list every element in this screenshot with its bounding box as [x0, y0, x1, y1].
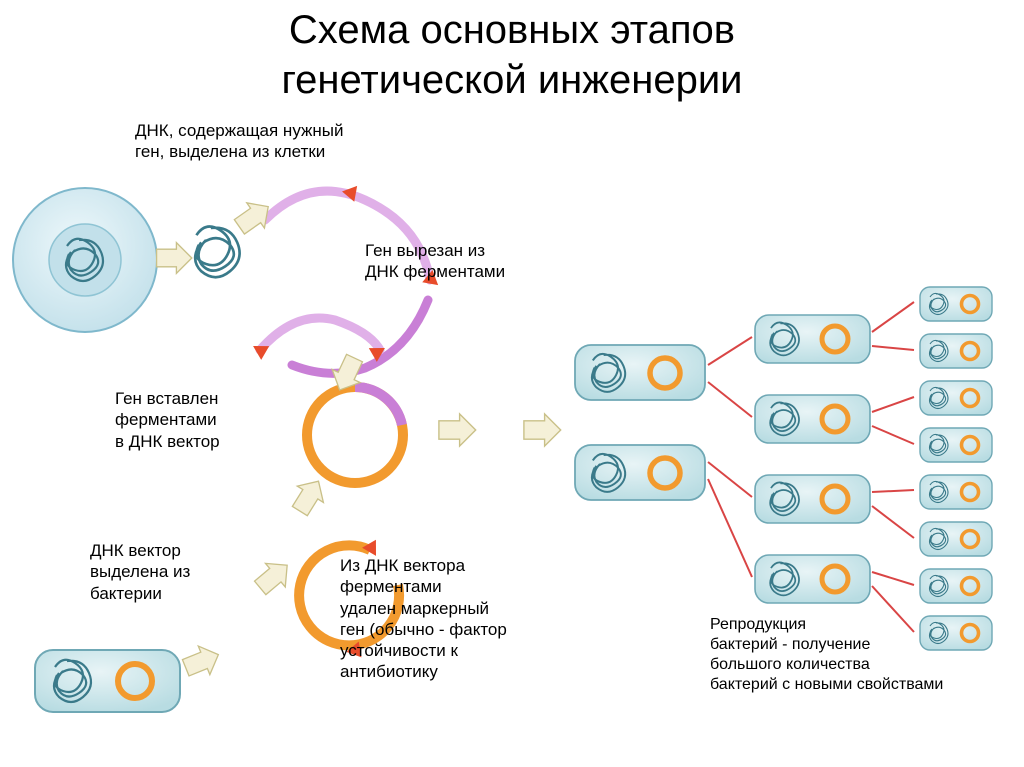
label-gene-cut: Ген вырезан изДНК ферментами: [365, 240, 505, 283]
label-gene-inserted: Ген вставленферментамив ДНК вектор: [115, 388, 220, 452]
label-reproduction: Репродукциябактерий - получениебольшого …: [710, 615, 943, 695]
extracted-dna: [195, 227, 239, 278]
label-vector-extracted: ДНК векторвыделена избактерии: [90, 540, 190, 604]
plasmid-recombinant: [307, 387, 403, 483]
dna-strand-bottom: [249, 318, 389, 362]
label-dna-extracted: ДНК, содержащая нужныйген, выделена из к…: [135, 120, 344, 163]
bacteria-gen1-b: [575, 445, 705, 500]
diagram-canvas: Схема основных этапов генетической инжен…: [0, 0, 1024, 767]
bacteria-gen2-b: [755, 395, 870, 443]
bacteria-source: [35, 650, 180, 712]
label-marker-removed: Из ДНК вектораферментамиудален маркерный…: [340, 555, 507, 683]
bacteria-gen1-a: [575, 345, 705, 400]
donor-cell: [13, 188, 157, 332]
bacteria-gen2-a: [755, 315, 870, 363]
bacteria-gen2-c: [755, 475, 870, 523]
bacteria-gen2-d: [755, 555, 870, 603]
bacteria-small-group: [920, 287, 992, 650]
